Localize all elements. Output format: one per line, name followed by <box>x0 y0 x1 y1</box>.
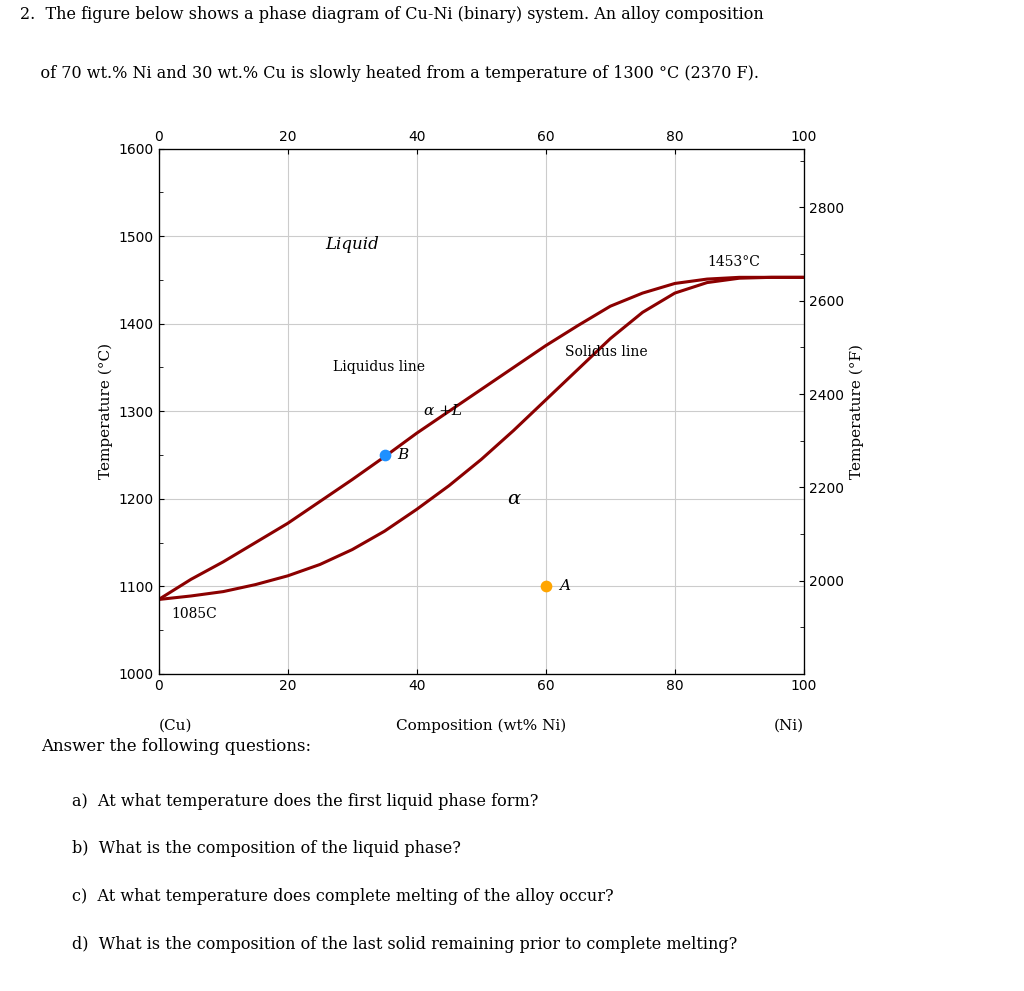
Text: (Cu): (Cu) <box>159 718 193 732</box>
Text: 1453°C: 1453°C <box>707 255 760 269</box>
Text: Liquidus line: Liquidus line <box>333 361 425 375</box>
Text: Answer the following questions:: Answer the following questions: <box>41 738 311 755</box>
Y-axis label: Temperature (°C): Temperature (°C) <box>98 343 113 480</box>
Text: (Ni): (Ni) <box>774 718 804 732</box>
Text: Solidus line: Solidus line <box>565 345 648 359</box>
Y-axis label: Temperature (°F): Temperature (°F) <box>849 344 864 479</box>
Text: α: α <box>507 490 520 507</box>
Text: c)  At what temperature does complete melting of the alloy occur?: c) At what temperature does complete mel… <box>72 888 613 905</box>
Text: of 70 wt.% Ni and 30 wt.% Cu is slowly heated from a temperature of 1300 °C (237: of 70 wt.% Ni and 30 wt.% Cu is slowly h… <box>20 65 760 82</box>
Text: A: A <box>559 580 569 594</box>
Text: 1085C: 1085C <box>172 607 217 621</box>
Text: Liquid: Liquid <box>326 237 379 254</box>
Text: B: B <box>397 448 409 462</box>
Text: α +L: α +L <box>424 404 462 418</box>
Text: d)  What is the composition of the last solid remaining prior to complete meltin: d) What is the composition of the last s… <box>72 936 737 952</box>
Point <box>377 447 393 463</box>
Text: b)  What is the composition of the liquid phase?: b) What is the composition of the liquid… <box>72 840 461 857</box>
Text: a)  At what temperature does the first liquid phase form?: a) At what temperature does the first li… <box>72 793 538 810</box>
Point <box>538 579 554 595</box>
Text: 2.  The figure below shows a phase diagram of Cu-Ni (binary) system. An alloy co: 2. The figure below shows a phase diagra… <box>20 6 764 23</box>
Text: Composition (wt% Ni): Composition (wt% Ni) <box>396 718 566 733</box>
